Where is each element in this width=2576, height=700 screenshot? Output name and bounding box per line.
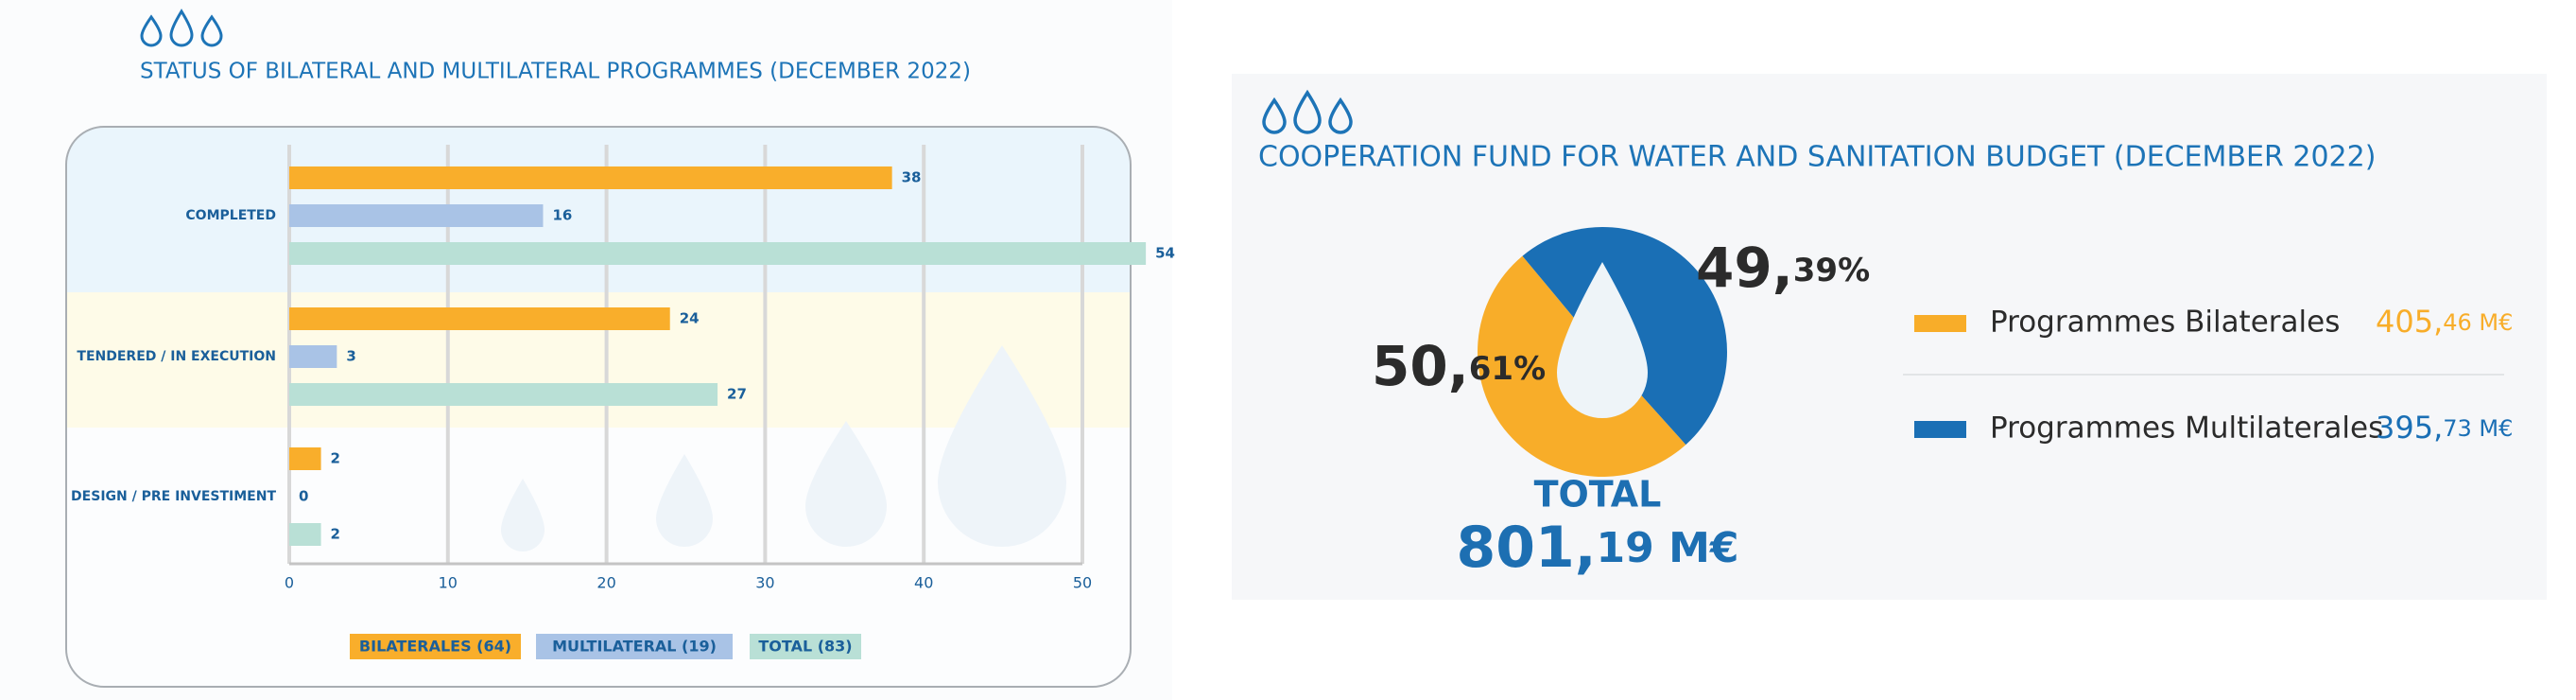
center-drop (1557, 262, 1648, 418)
right-panel (1232, 74, 2547, 600)
bar-value-label: 2 (331, 526, 340, 543)
bar (289, 204, 544, 227)
category-label: DESIGN / PRE INVESTIMENT (71, 489, 276, 504)
x-tick-label: 30 (755, 574, 774, 592)
x-tick-label: 0 (285, 574, 294, 592)
drop-icons-left (140, 9, 223, 47)
x-tick-label: 50 (1073, 574, 1092, 592)
bar (289, 242, 1147, 265)
legend-swatch (350, 634, 521, 659)
legend-swatch (1914, 421, 1966, 438)
category-label: TENDERED / IN EXECUTION (77, 349, 276, 364)
legend-amount: 405,46 M€ (2376, 304, 2513, 340)
bar-value-label: 2 (331, 450, 340, 467)
x-tick-label: 10 (439, 574, 458, 592)
bar-panel-border (65, 126, 1132, 688)
bar (289, 345, 337, 368)
legend-label: MULTILATERAL (19) (552, 638, 717, 656)
bar-value-label: 54 (1155, 245, 1175, 262)
legend-label: TOTAL (83) (758, 638, 852, 656)
total-value: 801,19 M€ (1457, 515, 1739, 581)
drop-icons-right (1262, 89, 1353, 134)
pie-value-label: 50,61% (1372, 334, 1546, 398)
bar (289, 166, 892, 189)
legend-swatch (536, 634, 733, 659)
legend-swatch (750, 634, 861, 659)
bar-value-label: 16 (552, 207, 572, 224)
x-tick-label: 40 (914, 574, 933, 592)
bar-value-label: 38 (902, 169, 922, 186)
legend-amount: 395,73 M€ (2376, 410, 2513, 446)
bar (289, 523, 321, 546)
chart-title: COOPERATION FUND FOR WATER AND SANITATIO… (1258, 141, 2376, 174)
bar (289, 307, 670, 330)
legend-label: BILATERALES (64) (359, 638, 511, 656)
bar-value-label: 3 (346, 348, 355, 365)
bar-value-label: 27 (727, 386, 747, 403)
legend-label: Programmes Multilaterales (1990, 411, 2383, 446)
bar-panel-bands (66, 127, 1131, 687)
legend-swatch (1914, 315, 1966, 332)
bar-value-label: 24 (680, 310, 700, 327)
x-tick-label: 20 (596, 574, 615, 592)
bar (289, 447, 321, 470)
bar (289, 383, 718, 406)
category-label: COMPLETED (185, 208, 276, 223)
pie-value-label: 49,39% (1696, 236, 1870, 300)
legend-label: Programmes Bilaterales (1990, 306, 2340, 340)
bar-value-label: 0 (299, 488, 308, 505)
total-title: TOTAL (1534, 474, 1662, 516)
chart-title: STATUS OF BILATERAL AND MULTILATERAL PRO… (140, 60, 971, 84)
